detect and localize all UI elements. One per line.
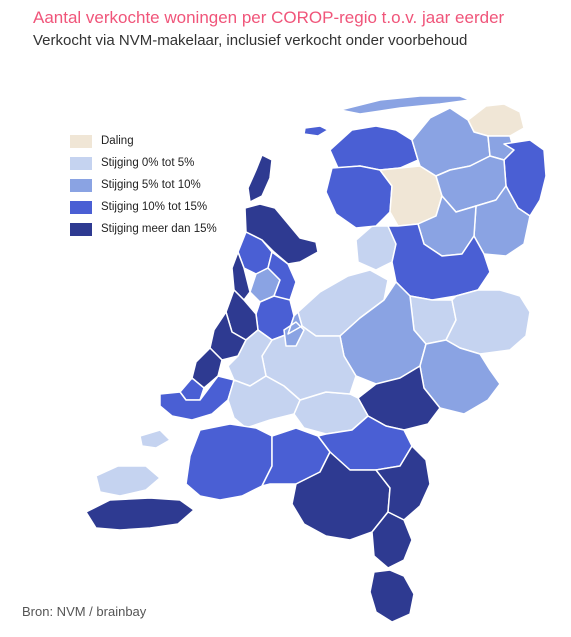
region-wadden-north <box>303 125 329 137</box>
legend-swatch <box>70 222 92 236</box>
legend-label: Stijging 0% tot 5% <box>101 157 195 169</box>
region-noord-friesland <box>329 125 419 171</box>
map-subtitle: Verkocht via NVM-makelaar, inclusief ver… <box>33 32 468 49</box>
legend-item-5-10: Stijging 5% tot 10% <box>70 174 217 196</box>
source-note: Bron: NVM / brainbay <box>22 604 147 619</box>
region-zeeuwsch-vlaanderen <box>85 497 195 531</box>
region-oost-groningen-noord <box>467 103 525 137</box>
region-zuidoost-zuid-holland <box>227 375 301 429</box>
region-texel <box>247 154 273 203</box>
region-midden-limburg <box>371 511 413 569</box>
legend-item-daling: Daling <box>70 130 217 152</box>
legend-swatch <box>70 200 92 214</box>
region-agglomeratie-leiden <box>209 311 247 361</box>
region-zuid-limburg <box>369 569 415 623</box>
legend-swatch <box>70 178 92 192</box>
legend-swatch <box>70 156 92 170</box>
legend-label: Stijging 5% tot 10% <box>101 179 201 191</box>
legend-item-over-15: Stijging meer dan 15% <box>70 218 217 240</box>
region-zuidwest-friesland <box>325 165 393 229</box>
legend-swatch <box>70 134 92 148</box>
legend-label: Daling <box>101 135 134 147</box>
region-noord-limburg <box>375 445 431 521</box>
legend: Daling Stijging 0% tot 5% Stijging 5% to… <box>70 130 217 240</box>
region-overig-zeeland <box>95 429 171 497</box>
region-west-noord-brabant <box>185 423 273 501</box>
legend-item-0-5: Stijging 0% tot 5% <box>70 152 217 174</box>
region-twente <box>445 289 531 355</box>
region-gooi-vechtstreek <box>283 311 305 347</box>
region-noordoostpolder <box>355 225 397 271</box>
legend-label: Stijging 10% tot 15% <box>101 201 208 213</box>
map-title: Aantal verkochte woningen per COROP-regi… <box>33 8 505 27</box>
legend-item-10-15: Stijging 10% tot 15% <box>70 196 217 218</box>
region-noord-overijssel <box>387 223 491 301</box>
region-wadden-east <box>339 95 471 115</box>
legend-label: Stijging meer dan 15% <box>101 223 217 235</box>
